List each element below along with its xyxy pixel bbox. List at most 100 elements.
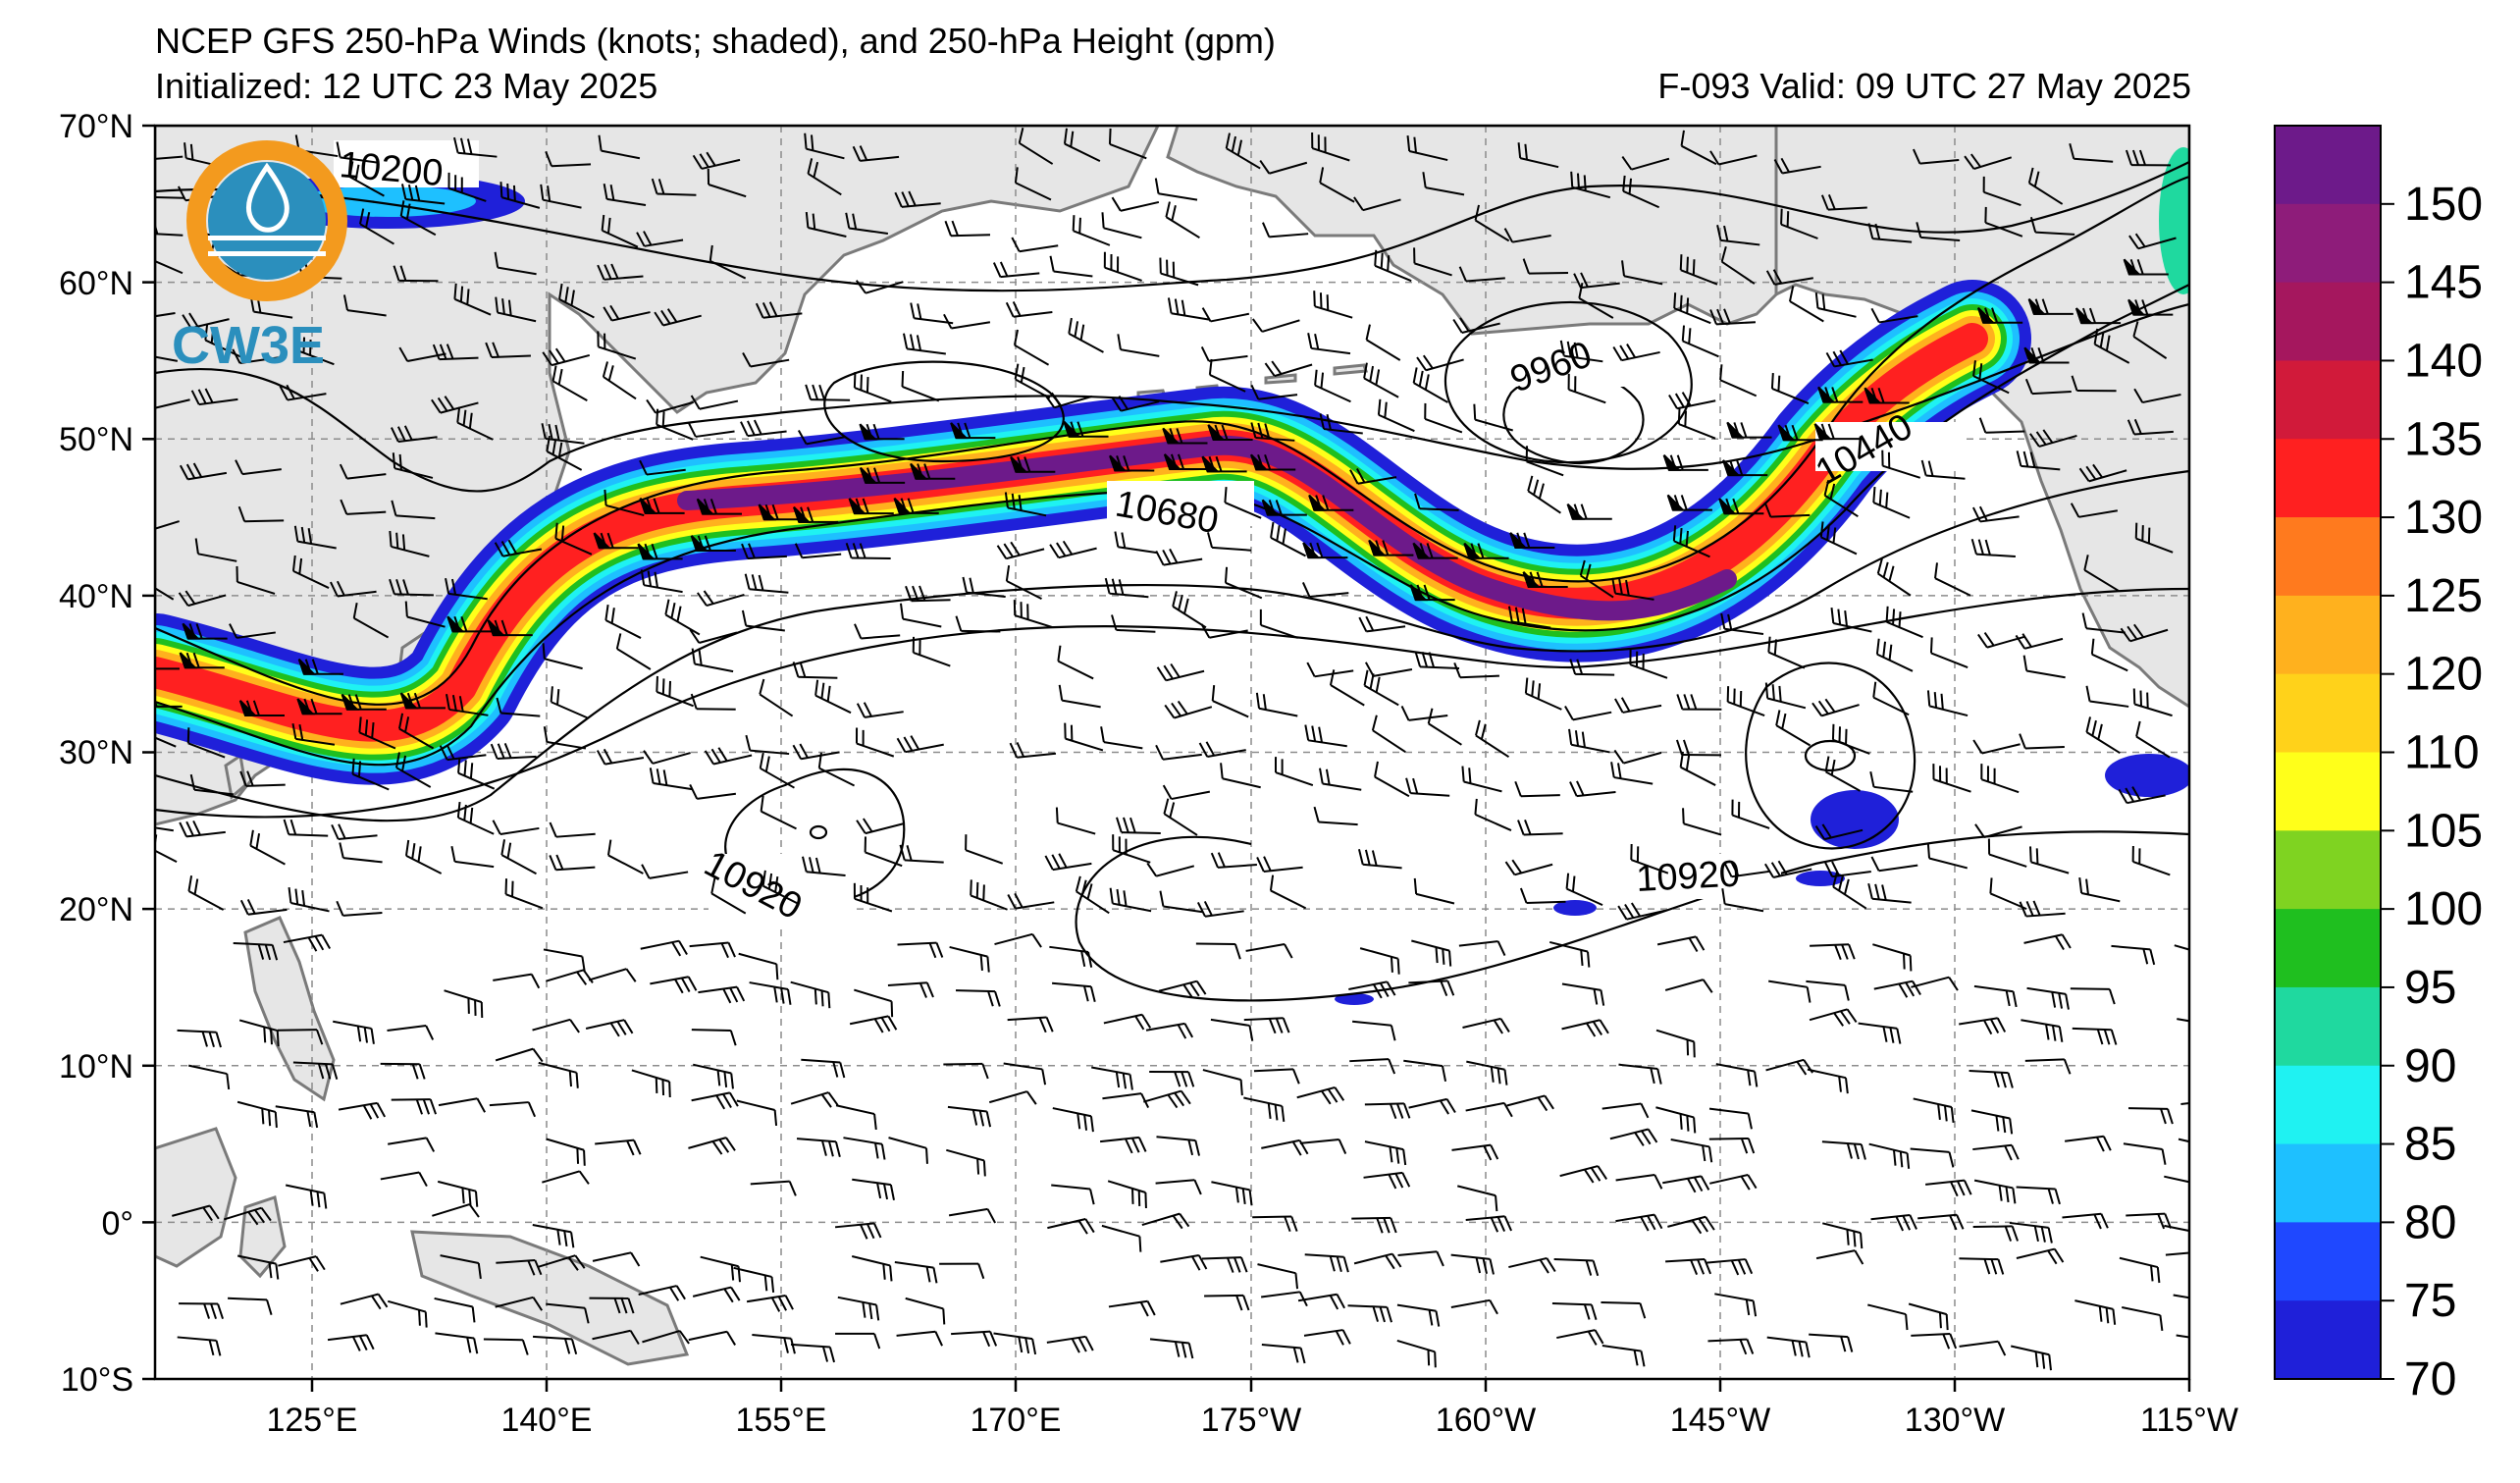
wind-barb-feather [148, 831, 150, 847]
wind-barb-feather [1428, 1309, 1434, 1326]
wind-barb-feather [1832, 527, 1837, 544]
wind-barb-pennant [637, 543, 656, 560]
wind-barb-feather [1993, 1072, 2000, 1088]
wind-barb-feather [2085, 878, 2089, 895]
wind-barb-feather [2105, 1307, 2110, 1324]
wind-barb-feather [1948, 1151, 1955, 1168]
wind-barb-feather [1313, 806, 1320, 822]
wind-barb-feather [1683, 694, 1691, 710]
wind-barb-feather [1180, 1089, 1191, 1105]
wind-barb-feather [556, 1229, 561, 1245]
wind-barb-feather [1686, 297, 1690, 314]
wind-barb-feather [725, 1137, 736, 1151]
wind-barb-feather [1248, 1025, 1254, 1041]
wind-barb [1257, 1263, 1296, 1275]
wind-barb [652, 752, 691, 765]
wind-barb-feather [193, 878, 199, 895]
wind-barb-feather [1983, 1019, 1993, 1035]
colorbar-segment [2275, 595, 2381, 675]
wind-barb-feather [500, 541, 511, 556]
wind-barb-feather [1872, 681, 1877, 698]
wind-barb [1372, 729, 1406, 754]
wind-barb-feather [1679, 294, 1683, 311]
wind-barb-feather [1499, 1018, 1510, 1033]
wind-barb-pennant [639, 498, 658, 514]
wind-barb-feather [834, 1141, 841, 1158]
wind-barb-feather [640, 569, 646, 586]
wind-barb-feather [773, 986, 778, 1003]
wind-barb-pennant [297, 658, 317, 675]
wind-barb [407, 352, 446, 362]
wind-barb-feather [873, 467, 881, 484]
wind-barb [1872, 696, 1910, 716]
wind-barb [696, 708, 736, 711]
wind-barb-feather [873, 1333, 881, 1350]
wind-barb-feather [1641, 1130, 1652, 1145]
wind-barb-feather [507, 299, 512, 316]
latitude-labels: 70°N 60°N 50°N 40°N 30°N 20°N 10°N 0° 10… [59, 108, 133, 1399]
wind-barb [1014, 344, 1050, 366]
wind-barb-feather [994, 990, 1001, 1007]
wind-barb-feather [651, 178, 658, 194]
wind-barb-feather [190, 390, 200, 405]
colorbar-tick-label: 125 [2404, 570, 2483, 622]
wind-barb-feather [880, 1143, 886, 1160]
wind-barb-feather [1490, 1217, 1499, 1233]
wind-barb-feather [418, 1063, 426, 1080]
wind-barb-feather [2202, 1024, 2204, 1039]
wind-barb [155, 260, 184, 275]
lat-label-40n: 40°N [59, 578, 133, 615]
wind-barb-feather [549, 855, 557, 871]
wind-barb-feather [854, 623, 863, 639]
wind-barb-feather [908, 190, 917, 206]
wind-barb-feather [1680, 495, 1688, 510]
wind-barb-feather [1892, 609, 1896, 625]
wind-barb-feather [1533, 479, 1540, 496]
wind-barb-feather [1074, 321, 1079, 338]
wind-barb [1019, 244, 1059, 253]
wind-barb-feather [1391, 1253, 1402, 1268]
wind-barb-feather [397, 713, 404, 729]
wind-barb [438, 1097, 478, 1107]
wind-barb-feather [1686, 256, 1689, 273]
wind-barb [155, 520, 180, 530]
wind-barb-feather [339, 842, 344, 859]
wind-barb-feather [1435, 1310, 1441, 1327]
wind-barb-feather [576, 971, 588, 985]
wind-barb-pennant [1777, 424, 1797, 442]
wind-barb-feather [2220, 1099, 2227, 1113]
wind-barb [340, 156, 380, 164]
wind-barb-feather [716, 1070, 721, 1086]
wind-barb-feather [821, 1346, 829, 1362]
wind-barb-feather [1146, 862, 1157, 877]
wind-barb-feather [2208, 1340, 2211, 1355]
wind-barb [2078, 509, 2119, 518]
wind-barb-feather [393, 265, 400, 282]
wind-barb-feather [2216, 1026, 2218, 1041]
wind-barb-feather [1004, 492, 1009, 508]
wind-barb-feather [1294, 1273, 1299, 1290]
wind-barb-feather [1372, 1305, 1379, 1322]
wind-barb-pennant [593, 532, 612, 550]
wind-barb-feather [1676, 454, 1684, 471]
wind-barb-feather [906, 845, 913, 861]
wind-barb-feather [1089, 1116, 1094, 1133]
wind-barb-feather [2157, 1213, 2166, 1230]
wind-barb [592, 1251, 632, 1262]
wind-barb-feather [718, 1139, 730, 1153]
wind-barb-feather [564, 287, 569, 303]
wind-barb-pennant [1722, 459, 1741, 477]
wind-barb [988, 1090, 1027, 1104]
wind-barb-feather [2029, 846, 2032, 863]
wind-barb [342, 857, 383, 864]
wind-barb [2085, 627, 2126, 634]
wind-barb [2132, 336, 2168, 359]
wind-barb-feather [1874, 883, 1880, 900]
wind-barb-feather [710, 748, 721, 764]
wind-barb-feather [1496, 940, 1506, 956]
wind-barb-feather [689, 784, 699, 800]
wind-barb-feather [1299, 1348, 1306, 1364]
colorbar-segment [2275, 517, 2381, 597]
wind-barb-feather [1176, 428, 1183, 444]
wind-barb-feather [1080, 950, 1086, 967]
